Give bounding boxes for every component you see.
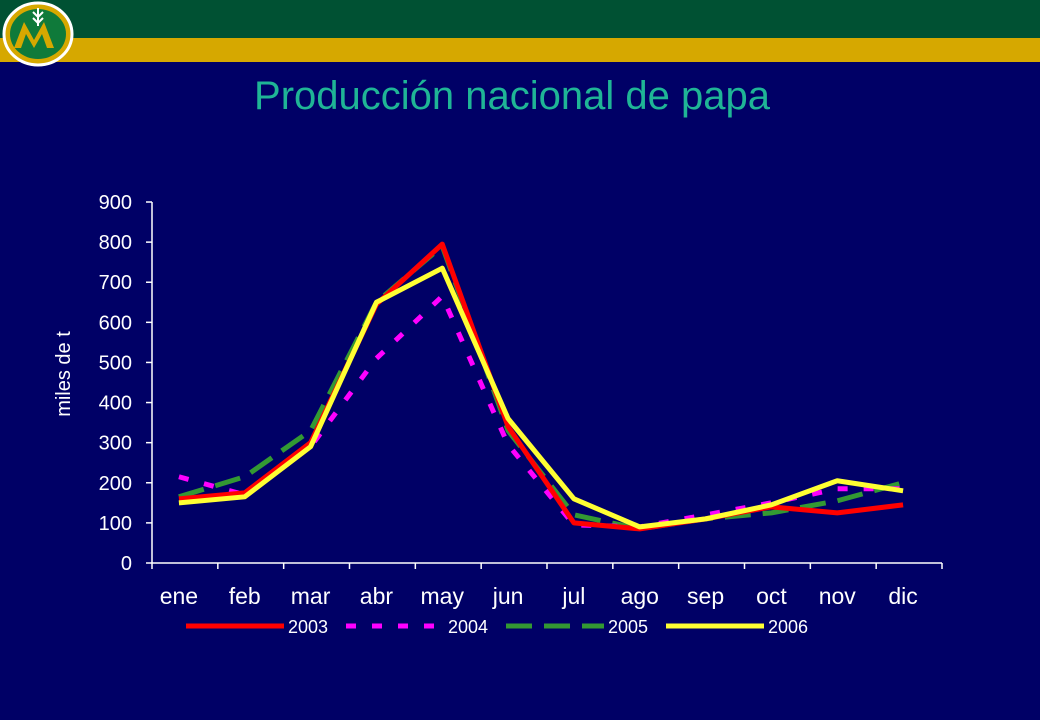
- legend-label: 2003: [288, 617, 328, 637]
- series-line-2006: [178, 265, 904, 530]
- x-tick-label: may: [421, 583, 465, 609]
- y-tick-label: 300: [99, 433, 132, 455]
- y-tick-label: 100: [99, 513, 132, 535]
- header-gold-bar: [0, 38, 1040, 62]
- y-tick-label: 400: [99, 393, 132, 415]
- x-tick-label: abr: [360, 583, 394, 609]
- series-line-2005: [178, 243, 904, 532]
- x-tick-label: jun: [492, 583, 524, 609]
- y-tick-label: 200: [99, 473, 132, 495]
- series-line-2003: [178, 241, 904, 532]
- y-tick-label: 900: [99, 192, 132, 214]
- x-tick-label: mar: [291, 583, 331, 609]
- y-tick-label: 500: [99, 352, 132, 374]
- x-axis: ene feb mar abr may jun jul ago sep oct nov dic: [151, 562, 943, 609]
- logo-icon: [2, 1, 74, 67]
- x-tick-label: sep: [687, 583, 724, 609]
- x-tick-label: ene: [160, 583, 198, 609]
- y-tick-label: 0: [121, 553, 132, 575]
- y-tick-label: 700: [99, 272, 132, 294]
- legend-label: 2005: [608, 617, 648, 637]
- header-green-bar: [0, 0, 1040, 38]
- x-tick-label: feb: [229, 583, 261, 609]
- y-tick-label: 600: [99, 312, 132, 334]
- series-lines: [178, 241, 904, 532]
- legend-label: 2006: [768, 617, 808, 637]
- y-axis: 0 100 200 300 400 500 600 700 800 900: [99, 192, 153, 575]
- slide-title: Producción nacional de papa: [254, 74, 770, 118]
- x-tick-label: nov: [819, 583, 857, 609]
- series-line-2004: [178, 293, 904, 530]
- y-tick-label: 800: [99, 232, 132, 254]
- x-tick-label: ago: [621, 583, 659, 609]
- x-tick-label: oct: [756, 583, 787, 609]
- legend-label: 2004: [448, 617, 488, 637]
- x-tick-label: dic: [888, 583, 917, 609]
- x-tick-label: jul: [561, 583, 585, 609]
- legend: 2003 2004 2005 2006: [186, 617, 808, 637]
- y-axis-label: miles de t: [53, 331, 75, 417]
